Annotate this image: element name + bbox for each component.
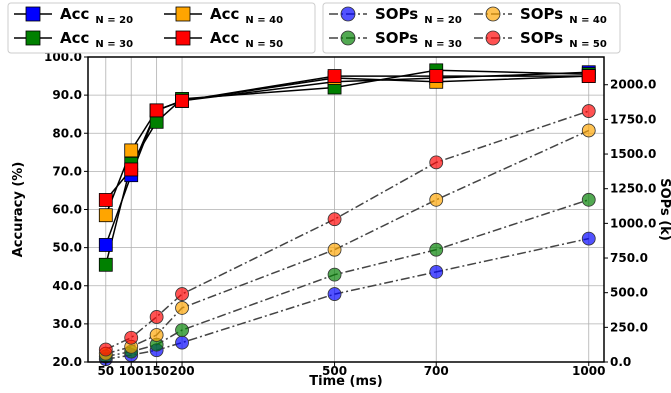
y-axis-left-title: Accuracy (%) [11, 162, 26, 258]
legend-marker-sops-n-20 [340, 6, 356, 22]
point-sops-n-40 [175, 301, 189, 315]
legend-label-sops-n-30: SOPs N = 30 [375, 29, 462, 50]
point-sops-n-30 [327, 267, 342, 282]
y2-tick-label: 1750.0 [610, 112, 656, 126]
point-acc-n-50 [149, 103, 164, 118]
point-acc-n-50 [124, 162, 139, 177]
point-sops-n-40 [149, 328, 164, 342]
x-tick-label: 100 [119, 364, 144, 378]
y-tick-label: 20.0 [52, 355, 82, 369]
legend-marker-acc-n-30 [25, 30, 41, 46]
legend-label-acc-n-50: Acc N = 50 [210, 29, 283, 50]
legend-marker-sops-n-30 [340, 30, 356, 46]
y2-tick-label: 1250.0 [610, 182, 656, 196]
y-tick-label: 50.0 [52, 241, 82, 255]
point-acc-n-50 [175, 93, 189, 108]
legend-label-sops-n-40: SOPs N = 40 [520, 5, 607, 26]
legend-box-accuracy [7, 2, 316, 54]
y-tick-label: 60.0 [52, 203, 82, 217]
series-markers [98, 63, 596, 367]
y2-tick-label: 0.0 [610, 355, 631, 369]
x-tick-label: 200 [170, 364, 195, 378]
x-tick-label: 150 [144, 364, 169, 378]
y-tick-label: 70.0 [52, 164, 82, 178]
point-acc-n-40 [98, 208, 113, 223]
y-tick-label: 90.0 [52, 88, 82, 102]
y-tick-label: 40.0 [52, 279, 82, 293]
point-acc-n-50 [581, 69, 596, 83]
point-sops-n-30 [429, 242, 444, 257]
point-sops-n-20 [175, 335, 189, 350]
y2-tick-label: 250.0 [610, 320, 648, 334]
point-sops-n-50 [327, 212, 342, 227]
point-acc-n-50 [98, 193, 113, 207]
y2-tick-label: 1000.0 [610, 216, 656, 230]
y2-tick-label: 750.0 [610, 251, 648, 265]
x-axis-ticks: 50 100 150 200 500 700 1000 [97, 362, 605, 378]
legend: Acc N = 20 Acc N = 30 Acc N = 40 Acc N = 50 SOPs… [7, 2, 621, 54]
point-sops-n-40 [327, 242, 342, 257]
legend-label-sops-n-20: SOPs N = 20 [375, 5, 462, 26]
legend-label-acc-n-30: Acc N = 30 [60, 29, 133, 50]
legend-box-sops [322, 2, 621, 54]
point-acc-n-50 [327, 69, 342, 83]
point-acc-n-40 [124, 143, 139, 158]
grid-lines [88, 56, 604, 363]
y2-tick-label: 2000.0 [610, 78, 656, 92]
point-sops-n-50 [98, 342, 113, 357]
y2-tick-label: 500.0 [610, 286, 648, 300]
x-tick-label: 500 [322, 364, 347, 378]
point-sops-n-20 [581, 231, 596, 246]
point-sops-n-40 [581, 123, 596, 138]
point-sops-n-50 [149, 310, 164, 324]
legend-marker-acc-n-50 [175, 30, 191, 46]
point-sops-n-50 [124, 330, 139, 345]
legend-label-acc-n-20: Acc N = 20 [60, 5, 133, 26]
y-tick-label: 80.0 [52, 126, 82, 140]
point-acc-n-30 [98, 257, 113, 272]
point-sops-n-50 [581, 104, 596, 118]
x-tick-label: 700 [424, 364, 449, 378]
point-sops-n-50 [429, 155, 444, 170]
series-line-sops-n-40 [105, 129, 590, 355]
point-acc-n-20 [98, 238, 113, 252]
legend-label-sops-n-50: SOPs N = 50 [520, 29, 607, 50]
point-sops-n-20 [327, 287, 342, 301]
y-axis-right-ticks: 0.0 250.0 500.0 750.0 1000.0 1250.0 1500.0 1750… [604, 78, 656, 369]
point-acc-n-50 [429, 69, 444, 83]
legend-marker-sops-n-40 [485, 6, 501, 22]
legend-label-acc-n-40: Acc N = 40 [210, 5, 283, 26]
y-axis-right-title: SOPs (k) [657, 178, 671, 241]
point-sops-n-40 [429, 192, 444, 207]
series-line-sops-n-50 [105, 110, 589, 351]
legend-marker-acc-n-20 [25, 6, 41, 22]
point-sops-n-20 [429, 264, 444, 279]
series-lines [105, 69, 590, 360]
point-sops-n-30 [581, 192, 596, 207]
legend-marker-acc-n-40 [175, 6, 191, 22]
y2-tick-label: 1500.0 [610, 147, 656, 161]
x-axis-title: Time (ms) [309, 374, 382, 389]
y-tick-label: 30.0 [52, 317, 82, 331]
legend-marker-sops-n-50 [485, 30, 501, 46]
point-sops-n-50 [175, 287, 189, 301]
x-tick-label: 1000 [572, 364, 605, 378]
point-sops-n-30 [175, 323, 189, 338]
x-tick-label: 50 [97, 364, 114, 378]
